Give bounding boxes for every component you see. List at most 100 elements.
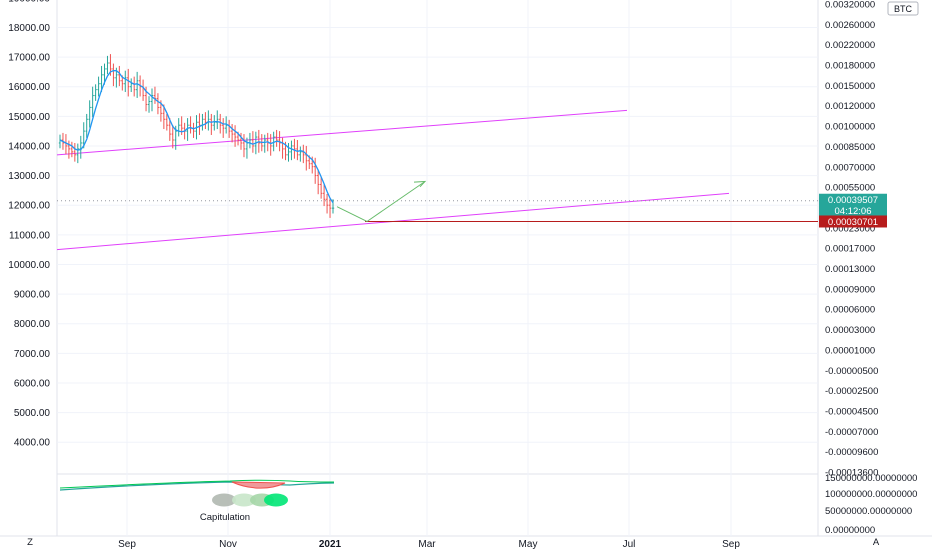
right-tick-label: -0.00002500 <box>825 386 878 397</box>
left-tick-label: 5000.00 <box>14 408 51 419</box>
right-tick-label: 0.00023000 <box>825 223 875 234</box>
left-tick-label: 15000.00 <box>8 112 50 123</box>
right-tick-label: 0.00001000 <box>825 345 875 356</box>
ma-line <box>59 70 334 204</box>
right-tick-label: 0.00220000 <box>825 40 875 51</box>
moving-average <box>59 70 334 204</box>
candle <box>239 132 243 150</box>
trend-channels <box>56 109 818 251</box>
candle <box>275 129 278 147</box>
candle <box>305 145 308 171</box>
indicator-state-pill <box>264 493 288 507</box>
candle <box>290 140 293 161</box>
candle <box>287 142 290 162</box>
indicator-state-pill <box>232 493 256 507</box>
candle <box>293 138 296 159</box>
candle <box>233 125 237 147</box>
candle <box>263 134 266 153</box>
indicator-line-b <box>59 479 335 489</box>
left-tick-label: 7000.00 <box>14 349 51 360</box>
left-tick-label: 18000.00 <box>8 23 50 34</box>
log-scale-toggle[interactable]: Z <box>27 537 33 548</box>
candle <box>189 116 192 134</box>
candle <box>73 142 77 162</box>
left-tick-label: 19000.00 <box>8 0 50 4</box>
price-tag-bg <box>819 193 887 206</box>
indicator-label: Capitulation <box>200 512 250 523</box>
left-tick-label: 16000.00 <box>8 82 50 93</box>
candle <box>245 137 249 159</box>
price-tag-label: 0.00039507 <box>828 195 878 206</box>
projection-arrow <box>336 180 427 223</box>
projection-path <box>336 181 426 223</box>
candle <box>322 184 326 207</box>
projection-arrowhead <box>413 180 427 188</box>
candlesticks <box>58 54 335 218</box>
right-tick-label: 0.00320000 <box>825 0 875 11</box>
candle <box>328 198 332 218</box>
candle <box>281 137 284 159</box>
left-tick-label: 14000.00 <box>8 141 50 152</box>
auto-scale-toggle[interactable]: A <box>873 537 880 548</box>
candle <box>97 76 100 97</box>
left-price-axis: 19000.00 18000.00 17000.00 16000.00 15000.00… <box>8 0 50 449</box>
price-tag: 04:12:06 <box>819 204 887 217</box>
candle <box>198 113 201 135</box>
right-tick-label: -0.00009600 <box>825 447 878 458</box>
candle <box>313 157 317 184</box>
candle <box>67 140 71 159</box>
indicator-tick-label: 50000000.00000000 <box>825 506 912 517</box>
right-price-axis[interactable]: 0.00320000 0.00260000 0.00220000 0.00180000… <box>825 0 917 536</box>
time-tick-label: Sep <box>118 539 136 550</box>
indicator-negative-area <box>231 481 286 489</box>
candle <box>79 135 82 159</box>
candle <box>150 88 154 112</box>
left-tick-label: 10000.00 <box>8 260 50 271</box>
candle <box>82 122 85 149</box>
candle <box>85 113 88 138</box>
candle <box>251 131 255 153</box>
candle <box>186 118 189 141</box>
candle <box>165 113 169 131</box>
candle <box>91 86 94 118</box>
candle <box>222 118 225 138</box>
right-tick-label: 0.00009000 <box>825 284 875 295</box>
time-tick-label: Jul <box>623 539 636 550</box>
candle <box>70 141 74 158</box>
btc-badge[interactable]: BTC <box>887 1 919 16</box>
candle <box>94 84 97 101</box>
candle <box>130 78 133 93</box>
candle <box>207 110 210 131</box>
price-tag-label: 0.00030701 <box>828 217 878 228</box>
candle <box>106 55 109 75</box>
price-tag-bg <box>819 215 887 228</box>
candle <box>242 134 246 158</box>
candle <box>269 134 272 156</box>
candle <box>124 70 127 93</box>
btc-badge-label: BTC <box>894 4 913 14</box>
candle <box>127 68 130 97</box>
right-tick-label: 0.00013000 <box>825 264 875 275</box>
right-tick-label: 0.00100000 <box>825 122 875 133</box>
time-axis[interactable]: Sep Nov 2021 Mar May Jul Sep <box>118 539 740 550</box>
right-tick-label: -0.00004500 <box>825 406 878 417</box>
candle <box>88 100 91 128</box>
candle <box>162 104 166 130</box>
candle <box>192 122 195 138</box>
right-tick-label: 0.00120000 <box>825 101 875 112</box>
price-tag: 0.00030701 <box>819 215 887 228</box>
left-tick-label: 8000.00 <box>14 319 51 330</box>
right-tick-label: 0.00085000 <box>825 142 875 153</box>
grid <box>0 0 932 537</box>
candle <box>230 124 234 143</box>
candle <box>177 118 180 137</box>
time-tick-label: Mar <box>418 539 436 550</box>
capitulation-indicator <box>59 479 335 507</box>
left-tick-label: 4000.00 <box>14 438 51 449</box>
time-tick-label: Sep <box>722 539 740 550</box>
right-tick-label: 0.00017000 <box>825 244 875 255</box>
upper-channel-line <box>56 109 628 156</box>
candle <box>171 125 174 149</box>
right-tick-label: 0.00006000 <box>825 305 875 316</box>
